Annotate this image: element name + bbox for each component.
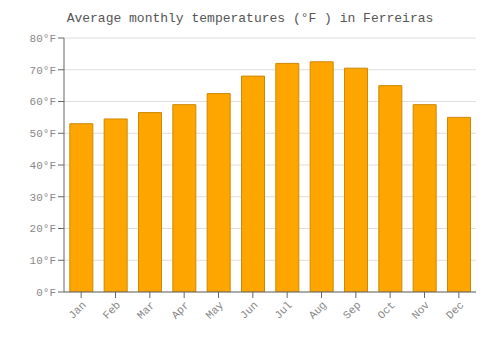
svg-text:30°F: 30°F <box>30 192 56 204</box>
svg-text:10°F: 10°F <box>30 255 56 267</box>
svg-text:40°F: 40°F <box>30 160 56 172</box>
svg-text:May: May <box>204 299 227 322</box>
svg-text:60°F: 60°F <box>30 96 56 108</box>
svg-text:Nov: Nov <box>410 299 433 322</box>
html-text:Average monthly temperatures (: Average monthly temperatures (°F ) in Fe… <box>66 11 434 26</box>
svg-text:50°F: 50°F <box>30 128 56 140</box>
svg-text:80°F: 80°F <box>30 33 56 45</box>
svg-text:Apr: Apr <box>169 299 191 321</box>
svg-text:Mar: Mar <box>135 299 157 321</box>
svg-text:Jul: Jul <box>272 299 294 321</box>
svg-text:Dec: Dec <box>444 299 466 321</box>
svg-text:Jan: Jan <box>66 299 88 321</box>
svg-text:Aug: Aug <box>307 299 329 321</box>
svg-text:Feb: Feb <box>101 299 123 321</box>
svg-text:Oct: Oct <box>375 299 397 321</box>
svg-text:0°F: 0°F <box>36 287 56 299</box>
svg-text:Jun: Jun <box>238 299 260 321</box>
svg-text:70°F: 70°F <box>30 65 56 77</box>
svg-text:Sep: Sep <box>341 299 363 321</box>
svg-text:20°F: 20°F <box>30 223 56 235</box>
